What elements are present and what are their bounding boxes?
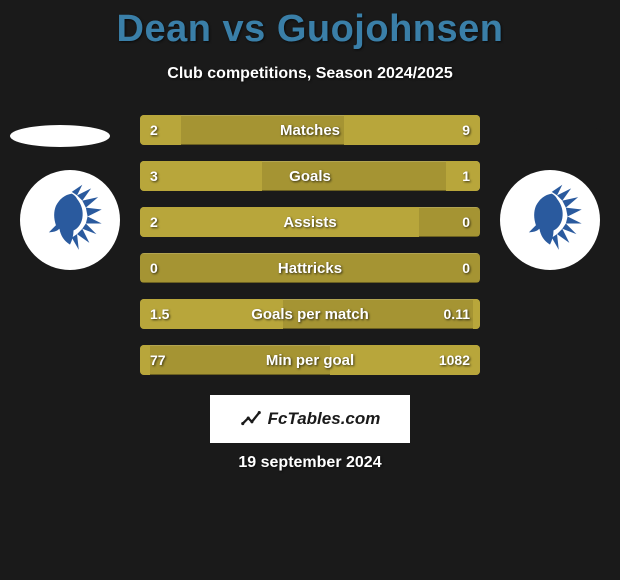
chief-head-icon — [26, 176, 114, 264]
subtitle: Club competitions, Season 2024/2025 — [0, 65, 620, 83]
left-shadow-ellipse — [10, 125, 110, 147]
right-shadow-ellipse — [510, 125, 610, 147]
stat-row: 00Hattricks — [140, 253, 480, 283]
stat-label: Hattricks — [140, 253, 480, 283]
stat-label: Matches — [140, 115, 480, 145]
right-team-crest — [500, 170, 600, 270]
stat-label: Min per goal — [140, 345, 480, 375]
stat-label: Goals per match — [140, 299, 480, 329]
left-team-crest — [20, 170, 120, 270]
page-title: Dean vs Guojohnsen — [0, 0, 620, 51]
stat-row: 20Assists — [140, 207, 480, 237]
stat-row: 29Matches — [140, 115, 480, 145]
chart-icon — [240, 408, 262, 430]
stat-row: 31Goals — [140, 161, 480, 191]
stat-row: 771082Min per goal — [140, 345, 480, 375]
brand-badge: FcTables.com — [210, 395, 410, 443]
brand-name: FcTables.com — [268, 409, 381, 429]
stat-bars: 29Matches 31Goals 20Assists 00Hattricks 1.50… — [140, 115, 480, 391]
chief-head-icon — [506, 176, 594, 264]
stat-label: Assists — [140, 207, 480, 237]
stat-label: Goals — [140, 161, 480, 191]
stat-row: 1.50.11Goals per match — [140, 299, 480, 329]
date-label: 19 september 2024 — [0, 454, 620, 472]
